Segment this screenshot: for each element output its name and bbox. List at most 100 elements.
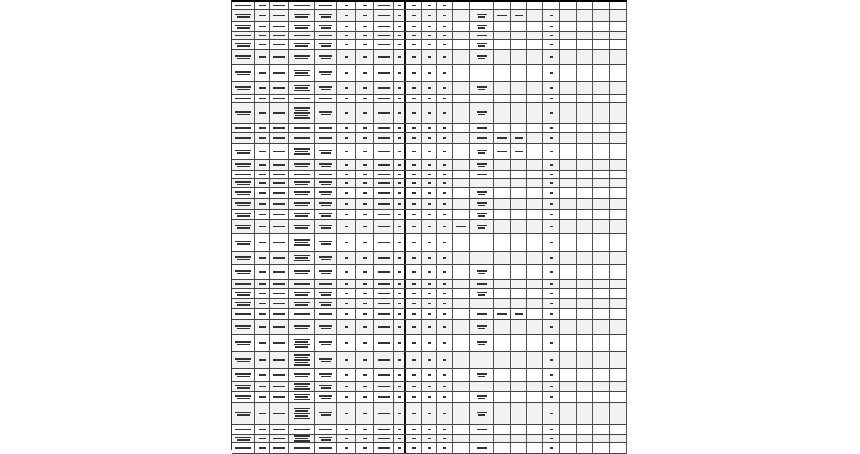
table-cell[interactable]	[315, 210, 337, 219]
table-cell[interactable]	[255, 65, 270, 81]
table-cell[interactable]	[527, 335, 543, 351]
table-cell[interactable]	[470, 22, 494, 31]
table-cell[interactable]	[610, 95, 627, 102]
table-row[interactable]	[232, 435, 627, 443]
table-cell[interactable]	[255, 133, 270, 143]
table-row[interactable]	[232, 309, 627, 320]
table-cell[interactable]	[422, 299, 437, 308]
table-cell[interactable]	[453, 2, 470, 9]
table-cell[interactable]	[406, 199, 422, 209]
table-cell[interactable]	[543, 220, 560, 233]
table-cell[interactable]	[356, 309, 374, 319]
table-cell[interactable]	[494, 95, 511, 102]
table-cell[interactable]	[422, 10, 437, 21]
table-cell[interactable]	[406, 435, 422, 442]
table-cell[interactable]	[232, 179, 255, 187]
table-cell[interactable]	[437, 50, 453, 64]
table-cell[interactable]	[232, 103, 255, 123]
table-cell[interactable]	[232, 124, 255, 132]
table-cell[interactable]	[337, 133, 356, 143]
table-cell[interactable]	[593, 309, 610, 319]
table-cell[interactable]	[356, 289, 374, 298]
table-cell[interactable]	[593, 320, 610, 334]
table-cell[interactable]	[577, 382, 593, 391]
table-cell[interactable]	[374, 10, 394, 21]
table-cell[interactable]	[374, 403, 394, 424]
table-cell[interactable]	[527, 403, 543, 424]
table-cell[interactable]	[422, 335, 437, 351]
table-cell[interactable]	[610, 124, 627, 132]
table-cell[interactable]	[289, 320, 315, 334]
table-cell[interactable]	[470, 309, 494, 319]
table-cell[interactable]	[315, 171, 337, 178]
table-cell[interactable]	[494, 220, 511, 233]
table-cell[interactable]	[593, 335, 610, 351]
table-cell[interactable]	[527, 22, 543, 31]
table-cell[interactable]	[437, 10, 453, 21]
table-cell[interactable]	[315, 309, 337, 319]
table-cell[interactable]	[232, 299, 255, 308]
table-cell[interactable]	[394, 443, 406, 453]
table-cell[interactable]	[422, 199, 437, 209]
table-cell[interactable]	[255, 352, 270, 368]
table-cell[interactable]	[560, 210, 577, 219]
table-cell[interactable]	[577, 265, 593, 279]
table-cell[interactable]	[577, 10, 593, 21]
table-cell[interactable]	[374, 320, 394, 334]
table-cell[interactable]	[374, 40, 394, 49]
table-cell[interactable]	[577, 425, 593, 434]
table-cell[interactable]	[232, 2, 255, 9]
table-cell[interactable]	[315, 234, 337, 251]
table-cell[interactable]	[422, 179, 437, 187]
table-cell[interactable]	[374, 199, 394, 209]
table-cell[interactable]	[270, 352, 289, 368]
table-cell[interactable]	[422, 382, 437, 391]
table-cell[interactable]	[511, 50, 527, 64]
table-cell[interactable]	[494, 10, 511, 21]
table-cell[interactable]	[289, 352, 315, 368]
table-cell[interactable]	[422, 352, 437, 368]
table-cell[interactable]	[270, 369, 289, 381]
table-cell[interactable]	[270, 2, 289, 9]
table-cell[interactable]	[356, 280, 374, 288]
table-cell[interactable]	[593, 82, 610, 94]
table-cell[interactable]	[527, 199, 543, 209]
table-cell[interactable]	[356, 95, 374, 102]
table-cell[interactable]	[560, 435, 577, 442]
table-row[interactable]	[232, 265, 627, 280]
table-cell[interactable]	[577, 352, 593, 368]
table-cell[interactable]	[610, 179, 627, 187]
table-cell[interactable]	[394, 179, 406, 187]
table-cell[interactable]	[470, 179, 494, 187]
table-cell[interactable]	[406, 82, 422, 94]
table-cell[interactable]	[543, 289, 560, 298]
table-cell[interactable]	[356, 171, 374, 178]
table-cell[interactable]	[270, 392, 289, 402]
table-cell[interactable]	[374, 252, 394, 264]
table-cell[interactable]	[232, 65, 255, 81]
table-cell[interactable]	[593, 403, 610, 424]
table-cell[interactable]	[577, 144, 593, 159]
table-cell[interactable]	[593, 352, 610, 368]
table-cell[interactable]	[270, 95, 289, 102]
table-cell[interactable]	[560, 95, 577, 102]
table-cell[interactable]	[422, 210, 437, 219]
table-cell[interactable]	[315, 425, 337, 434]
table-cell[interactable]	[394, 425, 406, 434]
table-cell[interactable]	[406, 299, 422, 308]
table-cell[interactable]	[315, 32, 337, 39]
table-cell[interactable]	[577, 234, 593, 251]
table-cell[interactable]	[511, 40, 527, 49]
table-cell[interactable]	[610, 369, 627, 381]
table-cell[interactable]	[394, 10, 406, 21]
table-cell[interactable]	[511, 252, 527, 264]
table-cell[interactable]	[610, 10, 627, 21]
table-cell[interactable]	[270, 124, 289, 132]
table-cell[interactable]	[337, 22, 356, 31]
table-cell[interactable]	[470, 299, 494, 308]
table-cell[interactable]	[270, 289, 289, 298]
table-cell[interactable]	[470, 160, 494, 170]
table-cell[interactable]	[356, 320, 374, 334]
table-cell[interactable]	[437, 199, 453, 209]
table-cell[interactable]	[374, 265, 394, 279]
